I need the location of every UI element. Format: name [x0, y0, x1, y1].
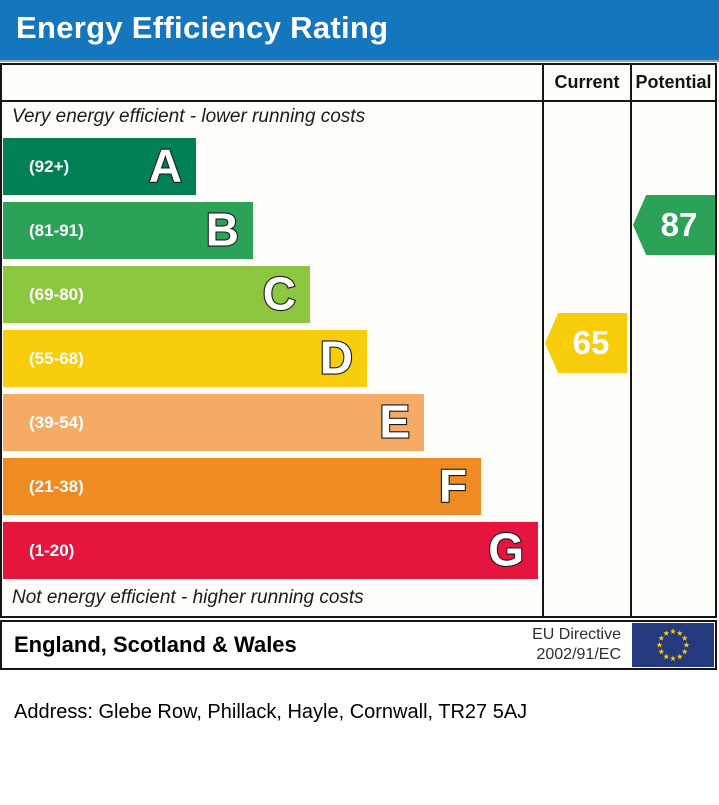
- band-d: (55-68) D: [3, 330, 367, 387]
- column-header-potential: Potential: [635, 72, 712, 92]
- title-bar: Energy Efficiency Rating: [0, 0, 719, 62]
- bottom-note: Not energy efficient - higher running co…: [12, 587, 364, 608]
- band-e: (39-54) E: [3, 394, 424, 451]
- column-header-current: Current: [554, 72, 620, 92]
- band-letter: C: [262, 267, 297, 320]
- energy-rating-chart: Current Potential Very energy efficient …: [0, 63, 717, 618]
- band-letter: B: [205, 203, 240, 256]
- band-range-label: (92+): [29, 156, 70, 176]
- eu-flag-icon: [632, 623, 714, 667]
- band-a: (92+) A: [3, 138, 196, 195]
- eu-directive-line1: EU Directive: [532, 626, 621, 643]
- band-letter: A: [148, 139, 183, 192]
- band-c: (69-80) C: [3, 266, 310, 323]
- current-rating-arrow: 65: [545, 313, 627, 373]
- band-range-label: (81-91): [29, 220, 84, 240]
- band-g: (1-20) G: [3, 522, 538, 579]
- band-range-label: (39-54): [29, 412, 84, 432]
- band-range-label: (55-68): [29, 348, 84, 368]
- current-rating-value: 65: [572, 324, 610, 361]
- header-underline: [2, 100, 715, 102]
- top-note: Very energy efficient - lower running co…: [12, 106, 366, 127]
- address-line: Address: Glebe Row, Phillack, Hayle, Cor…: [14, 701, 528, 723]
- current-column-divider: [542, 65, 544, 616]
- band-range-label: (69-80): [29, 284, 84, 304]
- eu-directive-label: EU Directive 2002/91/EC: [532, 625, 621, 665]
- band-letter: D: [319, 331, 354, 384]
- potential-rating-value: 87: [660, 206, 698, 243]
- potential-rating-arrow: 87: [633, 195, 715, 255]
- band-letter: F: [438, 459, 468, 512]
- eu-directive-line2: 2002/91/EC: [536, 646, 621, 663]
- region-label: England, Scotland & Wales: [14, 632, 297, 657]
- band-b: (81-91) B: [3, 202, 253, 259]
- band-f: (21-38) F: [3, 458, 481, 515]
- potential-column-divider: [630, 65, 632, 616]
- band-letter: G: [487, 523, 525, 576]
- page-title: Energy Efficiency Rating: [16, 10, 389, 46]
- band-range-label: (21-38): [29, 476, 84, 496]
- footer-bar: England, Scotland & Wales EU Directive 2…: [0, 620, 717, 670]
- band-letter: E: [378, 395, 411, 448]
- band-range-label: (1-20): [29, 540, 75, 560]
